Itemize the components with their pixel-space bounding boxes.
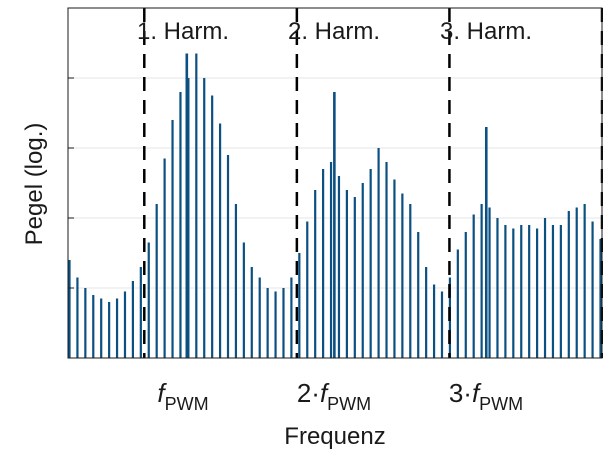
harmonic-peak-bar [185,53,189,358]
spectrum-bar [218,123,222,358]
spectrum-bar [512,228,515,358]
spectrum-bar [76,277,79,358]
spectrum-bar [147,242,150,358]
spectrum-bar [322,169,325,358]
spectrum-bar [155,204,158,358]
region-label-3: 3. Harm. [440,18,532,45]
harmonic-peak-bar [484,127,488,358]
spectrum-bar [401,193,404,358]
spectrum-bar [329,162,333,358]
spectrum-bar [432,284,436,358]
spectrum-bar [139,267,142,358]
y-axis-label: Pegel (log.) [21,123,48,246]
spectrum-bar [575,207,578,358]
spectrum-bar [583,204,586,358]
spectrum-bar [472,214,475,358]
x-tick-1-base: f [157,378,167,408]
x-tick-3-sub: PWM [479,394,523,414]
spectrum-bar [171,120,174,358]
x-axis-label: Frequenz [284,423,385,450]
spectrum-bar [385,162,388,358]
spectrum-bars [68,53,602,358]
region-label-2: 2. Harm. [288,18,380,45]
spectrum-bar [369,169,372,358]
spectrum-bar [377,148,380,358]
spectrum-bar [599,239,602,358]
spectrum-bar [250,267,253,358]
spectrum-bar [464,232,467,358]
spectrum-bar [559,225,562,358]
spectrum-bar [361,183,364,358]
x-tick-label-2: 2·fPWM [297,378,371,414]
spectrum-bar [258,277,261,358]
spectrum-bar [84,288,87,358]
spectrum-bar [488,207,491,358]
spectrum-bar [345,190,348,358]
y-ticks [68,77,74,289]
spectrum-bar [195,53,198,358]
spectrum-bar [68,260,71,358]
x-tick-3-base: f [472,378,482,408]
spectrum-bar [282,288,285,358]
x-tick-2-sub: PWM [327,394,371,414]
spectrum-bar [393,179,396,358]
spectrum-bar [203,78,206,358]
spectrum-bar [417,232,420,358]
spectrum-bar [567,211,570,358]
spectrum-bar [266,288,269,358]
spectrum-bar [115,298,119,358]
x-tick-2-prefix: 2· [297,378,320,408]
spectrum-bar [108,302,111,358]
spectrum-bar [179,92,182,358]
spectrum-bar [504,225,507,358]
spectrum-bar [274,291,277,358]
spectrum-bar [131,281,134,358]
spectrum-bar [440,291,444,358]
spectrum-bar [187,78,190,358]
spectrum-bar [456,249,459,358]
x-tick-label-3: 3·fPWM [449,378,523,414]
spectrum-bar [528,225,531,358]
spectrum-bar [234,204,238,358]
spectrum-bar [92,295,95,358]
spectrum-bar [551,225,555,358]
spectrum-bar [536,228,539,358]
spectrum-bar [298,253,301,358]
x-tick-1-sub: PWM [165,394,209,414]
spectrum-bar [425,267,428,358]
spectrum-bar [211,95,214,358]
spectrum-bar [543,218,547,358]
spectrum-bar [591,221,594,358]
spectrum-bar [496,218,499,358]
region-label-1: 1. Harm. [137,18,229,45]
plot-frame [67,7,603,359]
spectrum-bar [306,221,309,358]
spectrum-bar [409,204,412,358]
x-tick-2-base: f [320,378,330,408]
x-tick-3-prefix: 3· [449,378,472,408]
spectrum-bar [353,197,356,358]
harmonic-peak-bar [333,92,336,358]
spectrum-bar [480,204,483,358]
spectrum-bar [337,176,341,358]
spectrum-bar [290,277,293,358]
spectrum-bar [314,190,317,358]
spectrum-bar [242,242,245,358]
spectrum-bar [520,225,523,358]
spectrum-bar [100,298,103,358]
spectrum-bar [123,291,127,358]
spectrum-bar [163,158,166,358]
x-tick-label-1: fPWM [157,378,208,414]
spectrum-bar [226,155,230,358]
